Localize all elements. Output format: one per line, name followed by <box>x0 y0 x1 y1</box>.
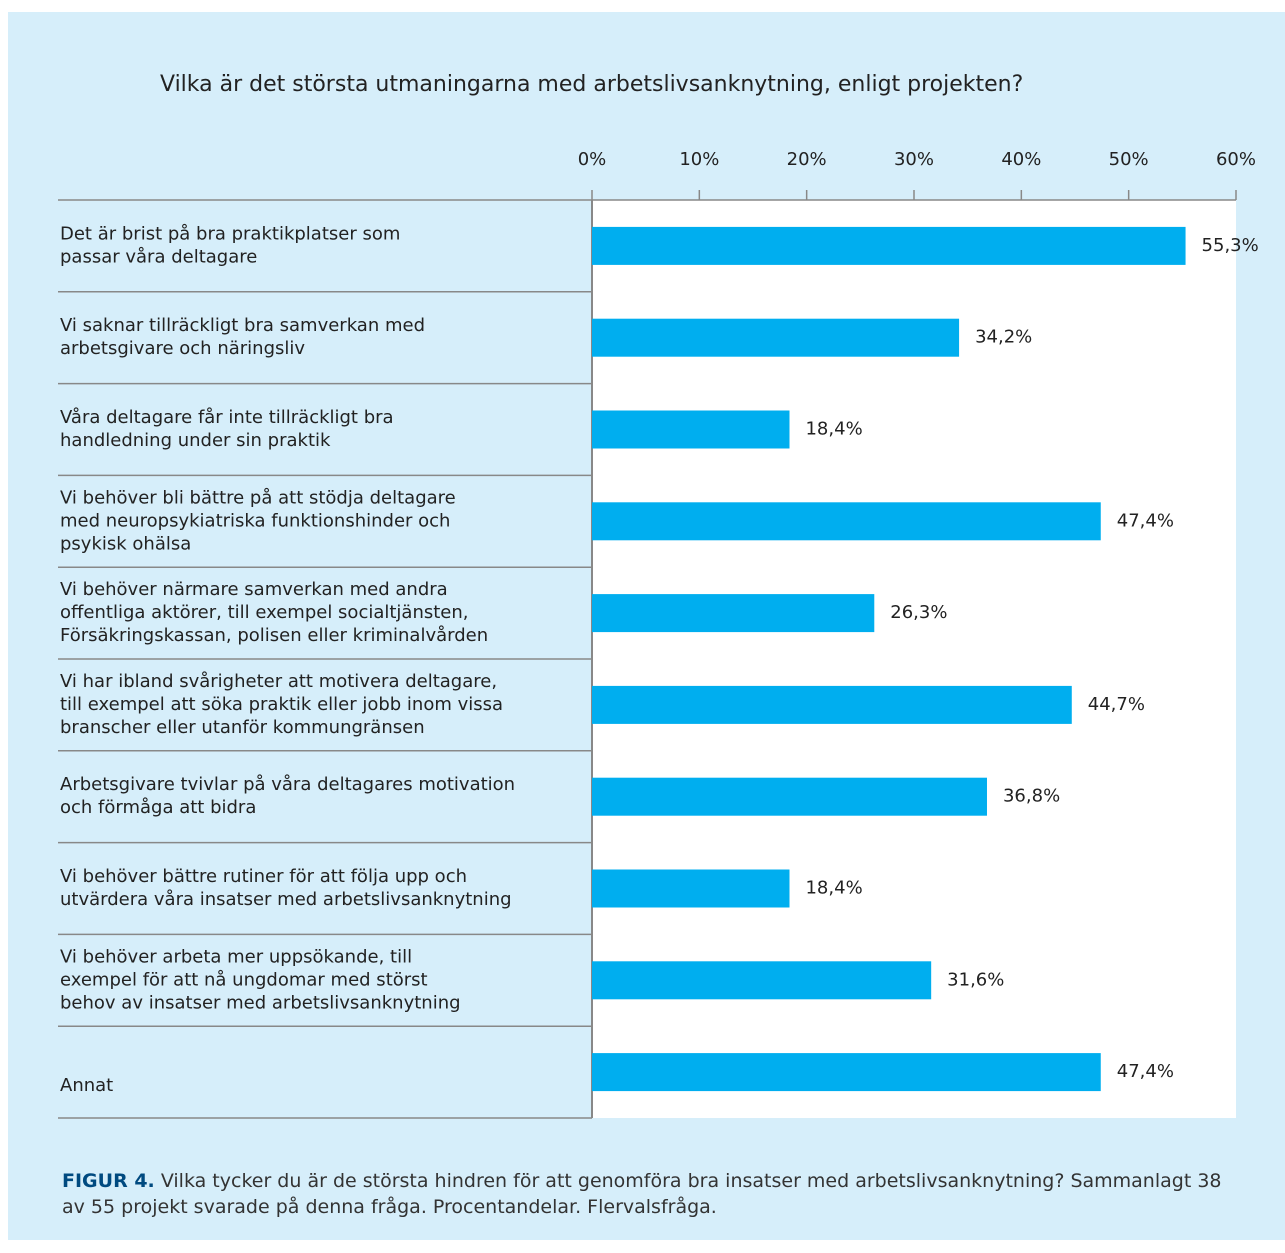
category-label: psykisk ohälsa <box>60 533 191 554</box>
category-label: med neuropsykiatriska funktionshinder oc… <box>60 510 450 531</box>
category-label: Försäkringskassan, polisen eller krimina… <box>60 625 488 646</box>
bar <box>592 1053 1101 1092</box>
category-label: Vi behöver arbeta mer uppsökande, till <box>60 946 412 967</box>
x-tick-label: 60% <box>1216 149 1256 170</box>
bar <box>592 685 1072 724</box>
category-label: Vi behöver bättre rutiner för att följa … <box>60 866 467 887</box>
value-label: 31,6% <box>947 969 1004 990</box>
bar <box>592 410 790 449</box>
category-label: Vi behöver bli bättre på att stödja delt… <box>60 487 456 508</box>
category-label: Våra deltagare får inte tillräckligt bra <box>60 407 394 428</box>
category-label: Det är brist på bra praktikplatser som <box>60 223 400 244</box>
value-label: 36,8% <box>1003 786 1060 807</box>
category-label: Annat <box>60 1075 113 1096</box>
x-tick-label: 10% <box>679 149 719 170</box>
x-tick-label: 20% <box>787 149 827 170</box>
x-tick-label: 0% <box>578 149 607 170</box>
category-label: till exempel att söka praktik eller jobb… <box>60 694 503 715</box>
category-label: branscher eller utanför kommungränsen <box>60 717 425 738</box>
category-label: arbetsgivare och näringsliv <box>60 338 305 359</box>
value-label: 18,4% <box>805 419 862 440</box>
category-label: handledning under sin praktik <box>60 430 331 451</box>
caption: FIGUR 4. Vilka tycker du är de största h… <box>62 1168 1232 1220</box>
category-label: Vi har ibland svårigheter att motivera d… <box>60 671 497 692</box>
x-tick-label: 30% <box>894 149 934 170</box>
value-label: 47,4% <box>1117 510 1174 531</box>
x-tick-label: 40% <box>1001 149 1041 170</box>
chart-title: Vilka är det största utmaningarna med ar… <box>160 72 1023 97</box>
value-label: 34,2% <box>975 327 1032 348</box>
bar <box>592 777 987 816</box>
bar <box>592 502 1101 541</box>
value-label: 47,4% <box>1117 1061 1174 1082</box>
bar <box>592 318 960 357</box>
category-label: och förmåga att bidra <box>60 797 256 818</box>
category-label: offentliga aktörer, till exempel socialt… <box>60 602 469 623</box>
value-label: 55,3% <box>1202 235 1259 256</box>
caption-text: Vilka tycker du är de största hindren fö… <box>62 1170 1222 1218</box>
category-label: Vi saknar tillräckligt bra samverkan med <box>60 315 425 336</box>
category-label: behov av insatser med arbetslivsanknytni… <box>60 992 461 1013</box>
bar <box>592 869 790 908</box>
category-label: Arbetsgivare tvivlar på våra deltagares … <box>60 774 515 795</box>
bar <box>592 961 932 1000</box>
bar <box>592 594 875 633</box>
value-label: 44,7% <box>1088 694 1145 715</box>
caption-label: FIGUR 4. <box>62 1170 155 1192</box>
category-label: passar våra deltagare <box>60 246 257 267</box>
category-label: exempel för att nå ungdomar med störst <box>60 969 428 990</box>
bar <box>592 226 1186 265</box>
x-tick-label: 50% <box>1109 149 1149 170</box>
category-label: Vi behöver närmare samverkan med andra <box>60 579 448 600</box>
value-label: 26,3% <box>890 602 947 623</box>
value-label: 18,4% <box>805 878 862 899</box>
category-label: utvärdera våra insatser med arbetslivsan… <box>60 889 512 910</box>
